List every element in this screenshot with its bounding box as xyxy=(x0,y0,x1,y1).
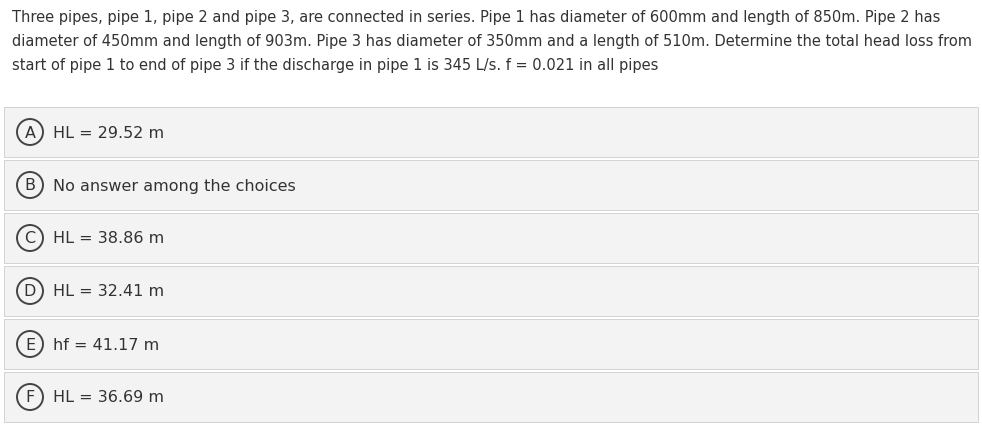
Text: hf = 41.17 m: hf = 41.17 m xyxy=(53,337,159,352)
FancyBboxPatch shape xyxy=(4,108,978,158)
FancyBboxPatch shape xyxy=(4,161,978,210)
Text: E: E xyxy=(25,337,35,352)
Circle shape xyxy=(17,278,43,304)
Text: C: C xyxy=(25,231,35,246)
Circle shape xyxy=(17,384,43,410)
Text: F: F xyxy=(26,390,34,405)
Text: D: D xyxy=(24,284,36,299)
Text: HL = 36.69 m: HL = 36.69 m xyxy=(53,390,164,405)
FancyBboxPatch shape xyxy=(4,372,978,422)
FancyBboxPatch shape xyxy=(4,319,978,369)
Circle shape xyxy=(17,331,43,357)
Text: HL = 29.52 m: HL = 29.52 m xyxy=(53,125,164,140)
Text: HL = 38.86 m: HL = 38.86 m xyxy=(53,231,164,246)
Text: HL = 32.41 m: HL = 32.41 m xyxy=(53,284,164,299)
FancyBboxPatch shape xyxy=(4,213,978,263)
Text: B: B xyxy=(25,178,35,193)
Text: Three pipes, pipe 1, pipe 2 and pipe 3, are connected in series. Pipe 1 has diam: Three pipes, pipe 1, pipe 2 and pipe 3, … xyxy=(12,10,972,73)
Circle shape xyxy=(17,120,43,146)
FancyBboxPatch shape xyxy=(4,266,978,316)
Text: A: A xyxy=(25,125,35,140)
Circle shape xyxy=(17,225,43,251)
Text: No answer among the choices: No answer among the choices xyxy=(53,178,296,193)
Circle shape xyxy=(17,173,43,199)
